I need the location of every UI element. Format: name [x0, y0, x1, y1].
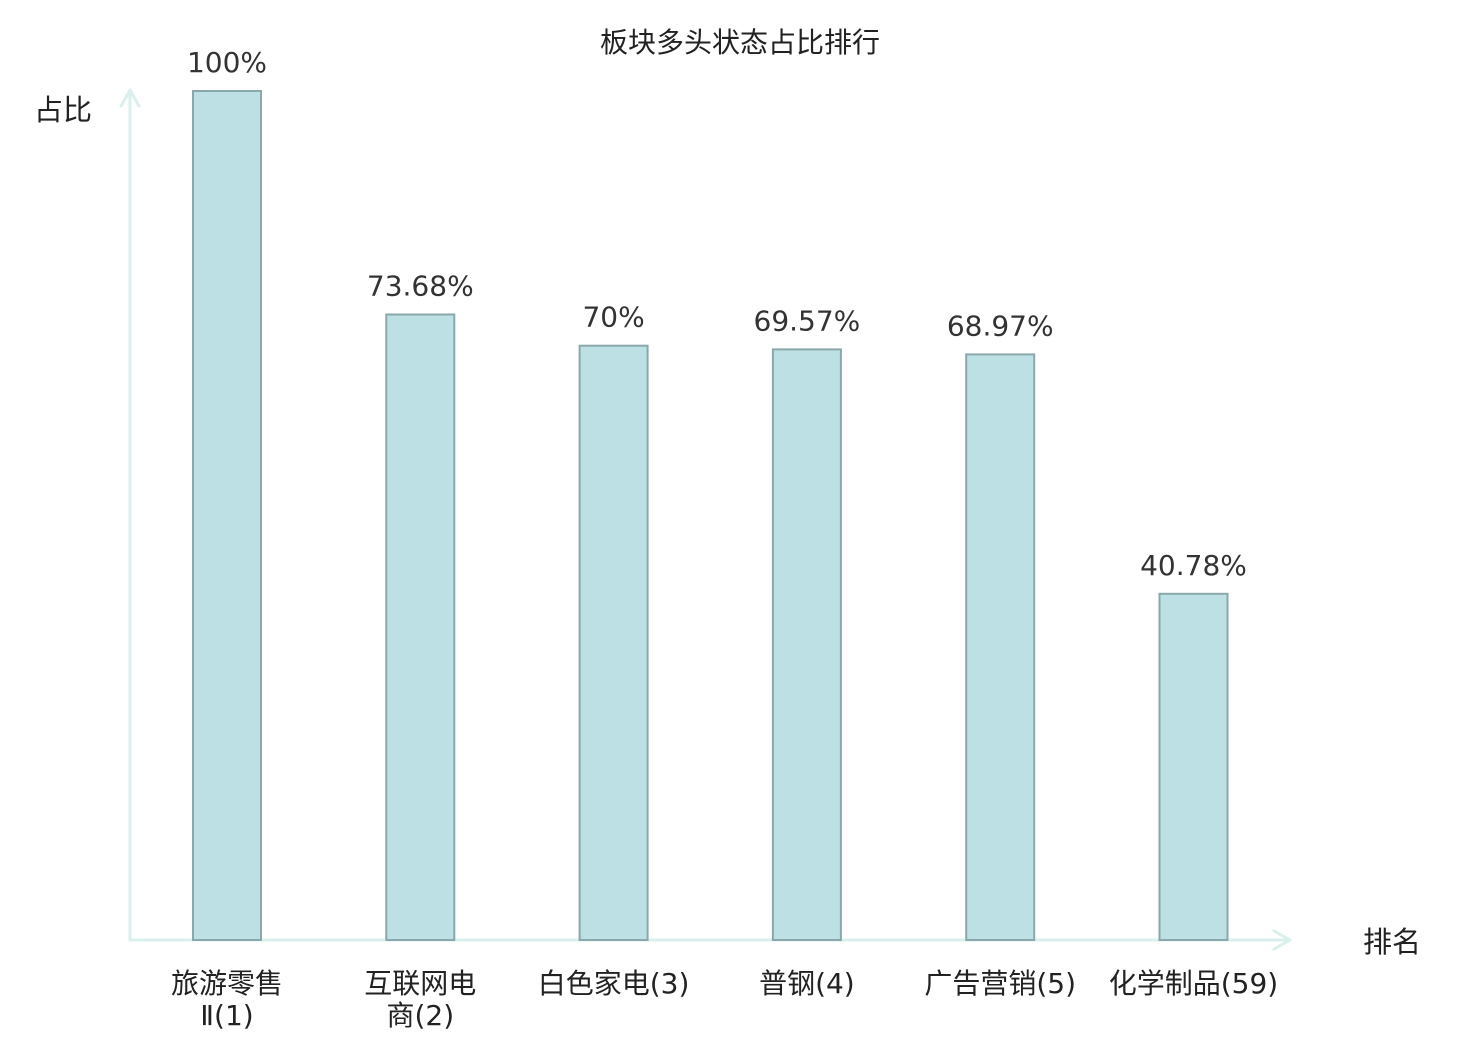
bar — [1158, 592, 1229, 941]
category-tick-label: 旅游零售 — [171, 967, 283, 1000]
bars-group — [192, 90, 1229, 941]
category-tick-label: 互联网电 — [364, 967, 476, 1000]
category-tick-label: 广告营销(5) — [924, 967, 1076, 1000]
bar — [385, 313, 456, 941]
bar-value-label: 73.68% — [367, 270, 474, 303]
bar-value-label: 100% — [187, 46, 267, 79]
y-axis-label: 占比 — [34, 93, 92, 127]
category-tick-label: 普钢(4) — [759, 967, 855, 1000]
bar-value-label: 69.57% — [754, 304, 861, 337]
bar — [965, 353, 1036, 941]
chart-title: 板块多头状态占比排行 — [600, 26, 880, 59]
category-tick-label: 化学制品(59) — [1109, 967, 1278, 1000]
x-axis-label: 排名 — [1363, 925, 1421, 959]
bar-value-label: 40.78% — [1140, 549, 1247, 582]
x-axis-arrow-icon — [1272, 929, 1292, 951]
bar-value-label: 68.97% — [947, 309, 1054, 342]
category-tick-label: 白色家电(3) — [538, 967, 690, 1000]
y-axis-arrow-icon — [119, 88, 141, 108]
axes — [119, 88, 1292, 951]
bar — [578, 344, 649, 941]
value-labels-group: 100% 73.68% 70% 69.57% 68.97% 40.78% — [187, 46, 1247, 582]
bar-value-label: 70% — [582, 301, 644, 334]
category-tick-label: Ⅱ(1) — [200, 999, 253, 1032]
bar — [771, 348, 842, 941]
category-tick-label: 商(2) — [386, 999, 454, 1032]
bar — [192, 90, 262, 941]
